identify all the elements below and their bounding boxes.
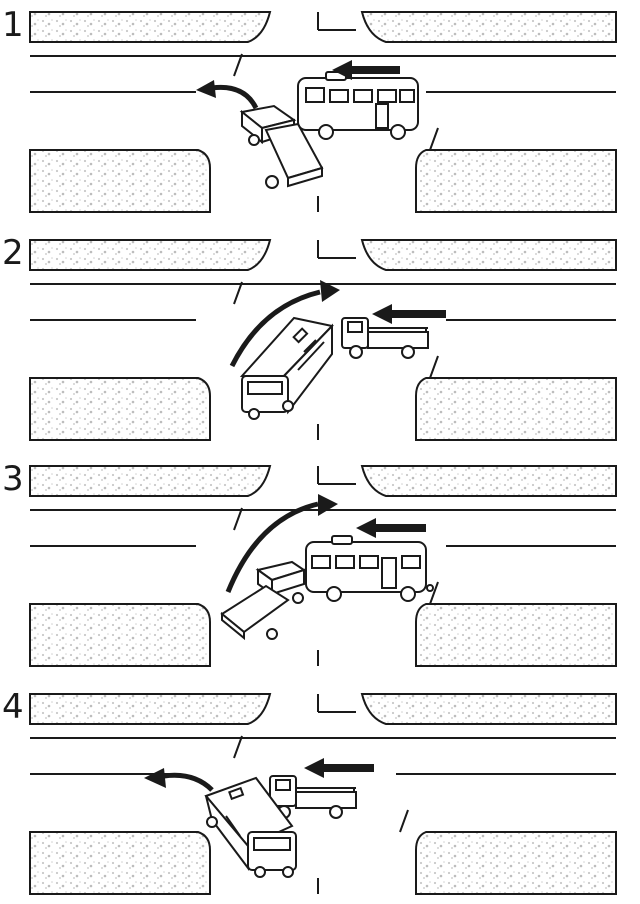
panel-number: 2 bbox=[2, 233, 24, 273]
panel-2: 2 bbox=[0, 236, 640, 444]
arrow-left-icon bbox=[356, 518, 426, 538]
panel-number: 3 bbox=[2, 459, 24, 499]
road-lines bbox=[30, 12, 616, 212]
stop-mark-left bbox=[233, 53, 243, 77]
bus-icon bbox=[204, 776, 297, 878]
sidewalk-top-left bbox=[29, 11, 272, 43]
panel-number: 4 bbox=[2, 687, 24, 727]
bus-icon bbox=[305, 535, 434, 602]
curved-arrow-icon bbox=[225, 494, 338, 593]
sidewalk-blocks bbox=[29, 11, 617, 213]
arrow-left-icon bbox=[304, 758, 374, 778]
curved-arrow-icon bbox=[144, 768, 214, 792]
curved-arrow-icon bbox=[196, 80, 259, 110]
panel-number: 1 bbox=[2, 5, 24, 45]
sidewalk-blocks bbox=[29, 239, 617, 441]
flatbed-truck-icon bbox=[269, 775, 357, 819]
arrow-left-icon bbox=[332, 60, 400, 80]
flatbed-truck-icon bbox=[341, 317, 429, 359]
flatbed-truck-icon bbox=[239, 104, 324, 189]
panel-3: 3 bbox=[0, 462, 640, 670]
sidewalk-top-right bbox=[360, 11, 617, 43]
sidewalk-blocks bbox=[29, 465, 617, 667]
bus-icon bbox=[297, 71, 419, 140]
bus-icon bbox=[239, 316, 334, 420]
sidewalk-bottom-left bbox=[29, 149, 211, 213]
road-lines bbox=[30, 694, 616, 894]
panel-1: 1 bbox=[0, 8, 640, 216]
sidewalk-bottom-right bbox=[415, 149, 617, 213]
intersection-scene bbox=[29, 11, 617, 213]
stop-mark-right bbox=[429, 127, 439, 151]
intersection-scene bbox=[29, 239, 617, 441]
panel-4: 4 bbox=[0, 690, 640, 898]
intersection-scene bbox=[29, 693, 617, 895]
curved-arrow-icon bbox=[229, 280, 340, 368]
arrow-left-icon bbox=[372, 304, 446, 324]
flatbed-truck-icon bbox=[220, 560, 307, 641]
intersection-scene bbox=[29, 465, 617, 667]
sidewalk-blocks bbox=[29, 693, 617, 895]
